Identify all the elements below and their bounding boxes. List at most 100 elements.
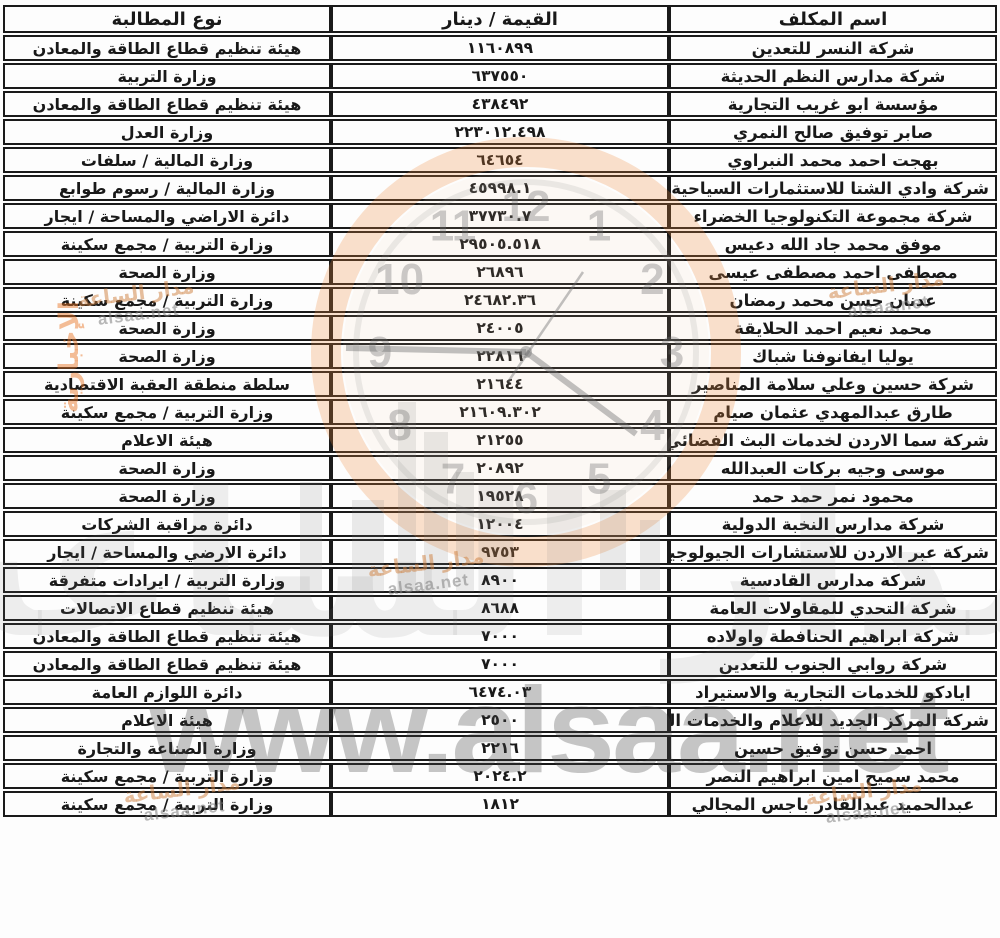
claim-type-cell: وزارة الصناعة والتجارة — [3, 735, 331, 761]
taxpayer-name-cell: محمود نمر حمد حمد — [669, 483, 997, 509]
taxpayer-name-cell: عدنان حسن محمد رمضان — [669, 287, 997, 313]
table-row: موفق محمد جاد الله دعيس ٢٩٥٠٥.٥١٨ وزارة ال… — [3, 231, 997, 257]
taxpayer-name-cell: شركة مدارس النخبة الدولية — [669, 511, 997, 537]
taxpayer-name-cell: شركة التحدي للمقاولات العامة — [669, 595, 997, 621]
claim-type-cell: وزارة المالية / سلفات — [3, 147, 331, 173]
claim-value-cell: ٦٤٧٤.٠٣ — [331, 679, 669, 705]
claim-type-cell: وزارة الصحة — [3, 343, 331, 369]
claim-type-cell: وزارة المالية / رسوم طوابع — [3, 175, 331, 201]
taxpayer-name-cell: شركة المركز الجديد للاعلام والخدمات الفن… — [669, 707, 997, 733]
taxpayer-name-cell: بهجت احمد محمد النبراوي — [669, 147, 997, 173]
claim-value-cell: ٢١٢٥٥ — [331, 427, 669, 453]
taxpayer-name-cell: عبدالحميد عبدالقادر باجس المجالي — [669, 791, 997, 817]
taxpayer-name-cell: شركة عبر الاردن للاستشارات الجيولوجية — [669, 539, 997, 565]
claim-type-cell: دائرة اللوازم العامة — [3, 679, 331, 705]
taxpayer-name-cell: محمد نعيم احمد الحلايقة — [669, 315, 997, 341]
claim-type-cell: هيئة تنظيم قطاع الطاقة والمعادن — [3, 35, 331, 61]
table-row: شركة وادي الشتا للاستثمارات السياحية ٤٥٩٩… — [3, 175, 997, 201]
table-row: محمد نعيم احمد الحلايقة ٢٤٠٠٥ وزارة الصحة — [3, 315, 997, 341]
claim-value-cell: ٢٢١٦ — [331, 735, 669, 761]
claim-type-cell: دائرة مراقبة الشركات — [3, 511, 331, 537]
table-row: شركة مدارس النظم الحديثة ٦٣٧٥٥٠ وزارة التر… — [3, 63, 997, 89]
header-taxpayer-name: اسم المكلف — [669, 5, 997, 33]
taxpayer-name-cell: احمد حسن توفيق حسين — [669, 735, 997, 761]
claim-type-cell: وزارة التربية — [3, 63, 331, 89]
claim-type-cell: وزارة الصحة — [3, 259, 331, 285]
taxpayer-name-cell: ايادكو للخدمات التجارية والاستيراد — [669, 679, 997, 705]
table-row: عدنان حسن محمد رمضان ٢٤٦٨٢.٣٦ وزارة التربي… — [3, 287, 997, 313]
claim-value-cell: ٢٢٨١٦ — [331, 343, 669, 369]
header-claim-value: القيمة / دينار — [331, 5, 669, 33]
claim-type-cell: وزارة التربية / مجمع سكينة — [3, 231, 331, 257]
claim-type-cell: وزارة التربية / مجمع سكينة — [3, 763, 331, 789]
taxpayer-name-cell: مصطفى احمد مصطفى عيسى — [669, 259, 997, 285]
taxpayer-name-cell: صابر توفيق صالح النمري — [669, 119, 997, 145]
claim-value-cell: ٣٧٧٣٠.٧ — [331, 203, 669, 229]
claim-type-cell: وزارة الصحة — [3, 483, 331, 509]
taxpayer-name-cell: شركة حسين وعلي سلامة المناصير — [669, 371, 997, 397]
claim-value-cell: ٦٣٧٥٥٠ — [331, 63, 669, 89]
taxpayer-name-cell: موسى وجيه بركات العبدالله — [669, 455, 997, 481]
claim-value-cell: ٧٠٠٠ — [331, 623, 669, 649]
table-row: يوليا ايفانوفنا شباك ٢٢٨١٦ وزارة الصحة — [3, 343, 997, 369]
claim-type-cell: وزارة التربية / مجمع سكينة — [3, 287, 331, 313]
table-row: صابر توفيق صالح النمري ٢٢٣٠١٢.٤٩٨ وزارة ال… — [3, 119, 997, 145]
claim-type-cell: وزارة الصحة — [3, 315, 331, 341]
table-row: شركة النسر للتعدين ١١٦٠٨٩٩ هيئة تنظيم قطاع… — [3, 35, 997, 61]
table-row: شركة ابراهيم الحنافطة واولاده ٧٠٠٠ هيئة تن… — [3, 623, 997, 649]
claim-type-cell: هيئة تنظيم قطاع الطاقة والمعادن — [3, 651, 331, 677]
table-row: شركة مدارس القادسية ٨٩٠٠ وزارة التربية / ا… — [3, 567, 997, 593]
taxpayer-name-cell: مؤسسة ابو غريب التجارية — [669, 91, 997, 117]
claims-table: اسم المكلف القيمة / دينار نوع المطالبة ش… — [3, 3, 997, 819]
taxpayer-name-cell: شركة سما الاردن لخدمات البث الفضائي — [669, 427, 997, 453]
table-row: شركة حسين وعلي سلامة المناصير ٢١٦٤٤ سلطة م… — [3, 371, 997, 397]
claim-value-cell: ٨٩٠٠ — [331, 567, 669, 593]
table-row: شركة مدارس النخبة الدولية ١٢٠٠٤ دائرة مراق… — [3, 511, 997, 537]
taxpayer-name-cell: محمد سميح امين ابراهيم النصر — [669, 763, 997, 789]
claim-value-cell: ١٢٠٠٤ — [331, 511, 669, 537]
table-row: عبدالحميد عبدالقادر باجس المجالي ١٨١٢ وزار… — [3, 791, 997, 817]
claim-type-cell: هيئة الاعلام — [3, 427, 331, 453]
claim-type-cell: وزارة التربية / مجمع سكينة — [3, 399, 331, 425]
claim-type-cell: وزارة الصحة — [3, 455, 331, 481]
table-row: موسى وجيه بركات العبدالله ٢٠٨٩٢ وزارة الصح… — [3, 455, 997, 481]
table-row: شركة المركز الجديد للاعلام والخدمات الفن… — [3, 707, 997, 733]
table-row: شركة عبر الاردن للاستشارات الجيولوجية ٩٧٥… — [3, 539, 997, 565]
table-row: طارق عبدالمهدي عثمان صيام ٢١٦٠٩.٣٠٢ وزارة … — [3, 399, 997, 425]
taxpayer-name-cell: شركة وادي الشتا للاستثمارات السياحية — [669, 175, 997, 201]
taxpayer-name-cell: شركة مدارس النظم الحديثة — [669, 63, 997, 89]
claim-value-cell: ٨٦٨٨ — [331, 595, 669, 621]
claim-value-cell: ٧٠٠٠ — [331, 651, 669, 677]
claim-value-cell: ٢٢٣٠١٢.٤٩٨ — [331, 119, 669, 145]
claim-type-cell: هيئة تنظيم قطاع الطاقة والمعادن — [3, 623, 331, 649]
table-row: شركة مجموعة التكنولوجيا الخضراء ٣٧٧٣٠.٧ دا… — [3, 203, 997, 229]
table-row: محمد سميح امين ابراهيم النصر ٢٠٢٤.٢ وزارة … — [3, 763, 997, 789]
claim-type-cell: وزارة العدل — [3, 119, 331, 145]
claim-value-cell: ٢٦٨٩٦ — [331, 259, 669, 285]
table-row: احمد حسن توفيق حسين ٢٢١٦ وزارة الصناعة وال… — [3, 735, 997, 761]
claim-value-cell: ٤٥٩٩٨.١ — [331, 175, 669, 201]
claim-value-cell: ٤٣٨٤٩٢ — [331, 91, 669, 117]
taxpayer-name-cell: شركة النسر للتعدين — [669, 35, 997, 61]
claim-type-cell: هيئة تنظيم قطاع الطاقة والمعادن — [3, 91, 331, 117]
claim-type-cell: وزارة التربية / مجمع سكينة — [3, 791, 331, 817]
claim-value-cell: ٢٩٥٠٥.٥١٨ — [331, 231, 669, 257]
table-row: شركة سما الاردن لخدمات البث الفضائي ٢١٢٥٥… — [3, 427, 997, 453]
claim-value-cell: ١٨١٢ — [331, 791, 669, 817]
table-row: بهجت احمد محمد النبراوي ٦٤٦٥٤ وزارة المالي… — [3, 147, 997, 173]
claim-value-cell: ٢٤٠٠٥ — [331, 315, 669, 341]
claim-type-cell: وزارة التربية / ايرادات متفرقة — [3, 567, 331, 593]
claim-value-cell: ١٩٥٢٨ — [331, 483, 669, 509]
claim-type-cell: هيئة الاعلام — [3, 707, 331, 733]
taxpayer-name-cell: يوليا ايفانوفنا شباك — [669, 343, 997, 369]
claim-value-cell: ٩٧٥٣ — [331, 539, 669, 565]
taxpayer-name-cell: شركة ابراهيم الحنافطة واولاده — [669, 623, 997, 649]
taxpayer-name-cell: طارق عبدالمهدي عثمان صيام — [669, 399, 997, 425]
claim-type-cell: دائرة الاراضي والمساحة / ايجار — [3, 203, 331, 229]
header-claim-type: نوع المطالبة — [3, 5, 331, 33]
table-row: مؤسسة ابو غريب التجارية ٤٣٨٤٩٢ هيئة تنظيم … — [3, 91, 997, 117]
taxpayer-name-cell: شركة مجموعة التكنولوجيا الخضراء — [669, 203, 997, 229]
claim-value-cell: ٢٠٨٩٢ — [331, 455, 669, 481]
claim-value-cell: ٢٤٦٨٢.٣٦ — [331, 287, 669, 313]
